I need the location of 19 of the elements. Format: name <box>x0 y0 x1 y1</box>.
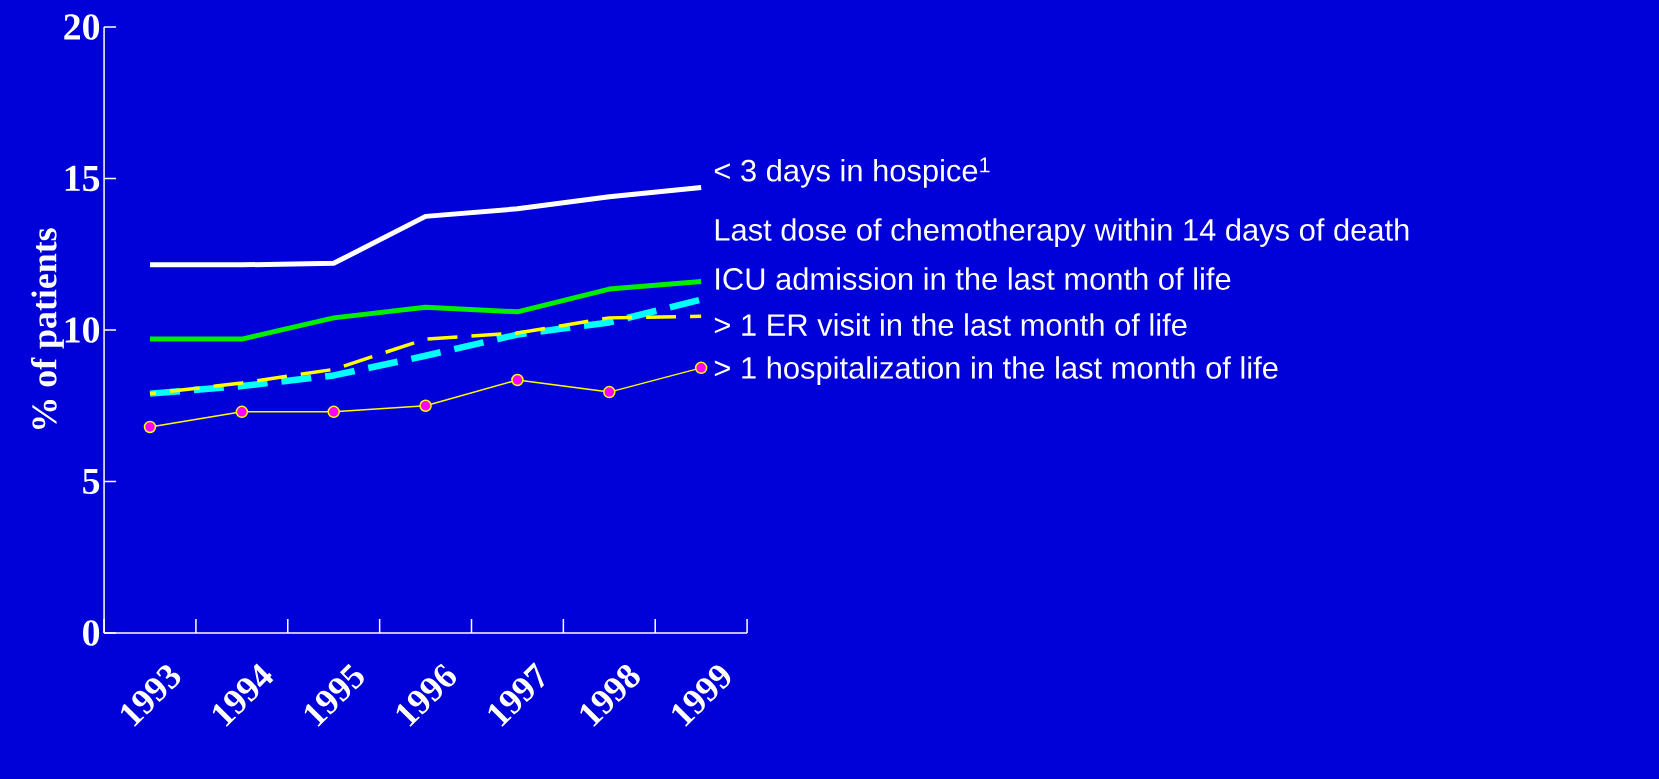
series-label: ICU admission in the last month of life <box>716 267 1231 290</box>
point <box>511 373 524 387</box>
series-label: > 1 ER visit in the last month of life <box>714 313 1187 336</box>
point <box>694 361 708 375</box>
y-tick-label: 15 <box>65 165 100 192</box>
point <box>327 405 340 419</box>
series-label: < 3 days in hospice$^{1}$ <box>714 157 990 188</box>
point <box>419 399 432 412</box>
y-tick-label: 20 <box>64 14 100 40</box>
y-axis-title: % of patients <box>30 228 64 429</box>
line-series <box>148 314 703 396</box>
point <box>235 405 249 419</box>
y-tick-label: 10 <box>65 317 100 343</box>
y-tick-label: 0 <box>83 620 100 646</box>
y-tick-label: 5 <box>83 468 100 495</box>
series-label: Last dose of chemotherapy within 14 days of death <box>715 218 1409 247</box>
point <box>603 385 616 399</box>
series-label: > 1 hospitalization in the last month of life <box>714 356 1278 385</box>
point <box>143 420 157 434</box>
